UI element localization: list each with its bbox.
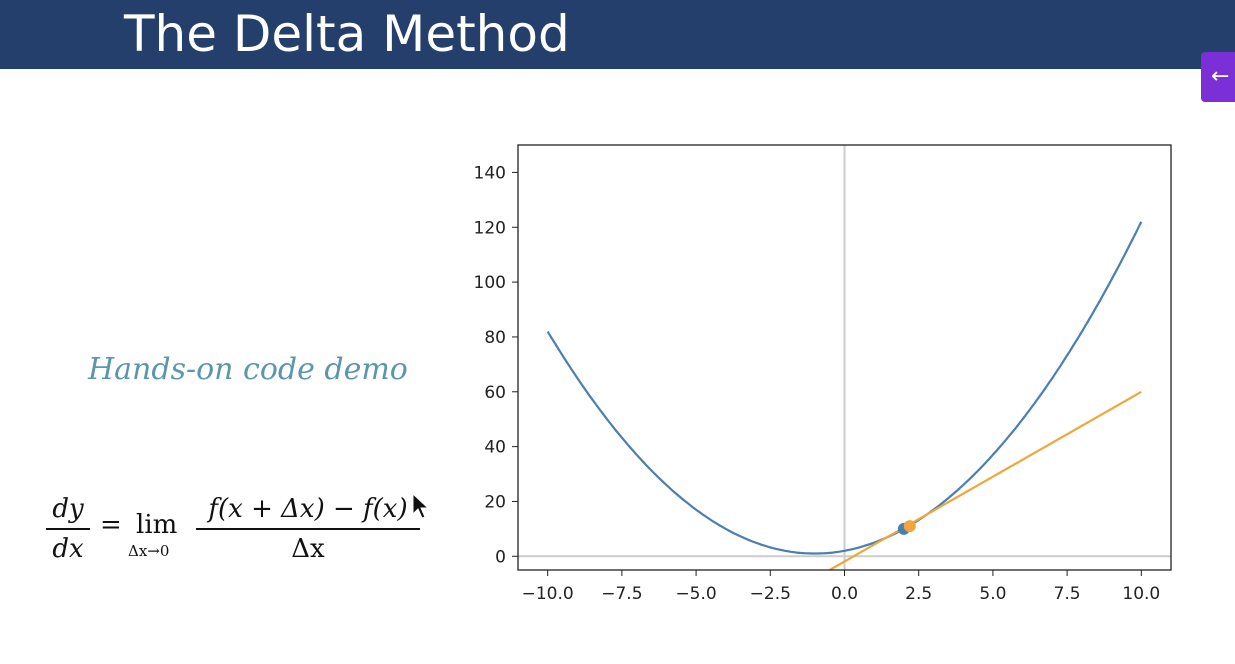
y-tick-label: 100 [474, 273, 506, 293]
x-tick-label: −7.5 [601, 584, 642, 604]
x-tick-label: −10.0 [522, 584, 574, 604]
x-tick-label: 5.0 [979, 584, 1006, 604]
title-bar: The Delta Method [0, 0, 1235, 69]
y-tick-label: 20 [484, 492, 506, 512]
fraction-bar [46, 528, 90, 530]
difference-numerator: f(x + Δx) − f(x) [208, 494, 408, 524]
limit-subscript: Δx→0 [128, 542, 170, 560]
tangent-line [829, 390, 1142, 570]
fraction-bar [196, 528, 420, 530]
collapse-panel-button[interactable]: ← [1201, 52, 1235, 102]
delta-x-denominator: Δx [291, 534, 325, 564]
x-tick-label: −5.0 [675, 584, 716, 604]
arrow-left-icon: ← [1211, 64, 1230, 89]
derivative-formula: dy dx = lim Δx→0 f(x + Δx) − f(x) Δx [46, 490, 426, 570]
difference-quotient: f(x + Δx) − f(x) Δx [196, 492, 420, 566]
demo-caption: Hands-on code demo [88, 352, 408, 387]
dx-denominator: dx [52, 534, 84, 564]
y-tick-label: 120 [474, 218, 506, 238]
y-tick-label: 0 [495, 547, 506, 567]
x-tick-label: 7.5 [1054, 584, 1081, 604]
limit-operator: lim [136, 510, 178, 540]
dy-numerator: dy [52, 494, 84, 524]
y-tick-label: 60 [484, 383, 506, 403]
mouse-cursor-icon [412, 493, 430, 519]
dydx-fraction: dy dx [46, 492, 90, 566]
slide-title: The Delta Method [124, 5, 570, 63]
y-tick-label: 40 [484, 438, 506, 458]
curve-line [546, 221, 1143, 555]
y-tick-label: 80 [484, 328, 506, 348]
x-tick-label: 10.0 [1122, 584, 1160, 604]
x-tick-label: 0.0 [831, 584, 858, 604]
x-tick-label: 2.5 [905, 584, 932, 604]
x-tick-label: −2.5 [750, 584, 791, 604]
data-point-2 [903, 520, 916, 533]
y-tick-label: 140 [474, 163, 506, 183]
equals-sign: = [100, 510, 122, 540]
